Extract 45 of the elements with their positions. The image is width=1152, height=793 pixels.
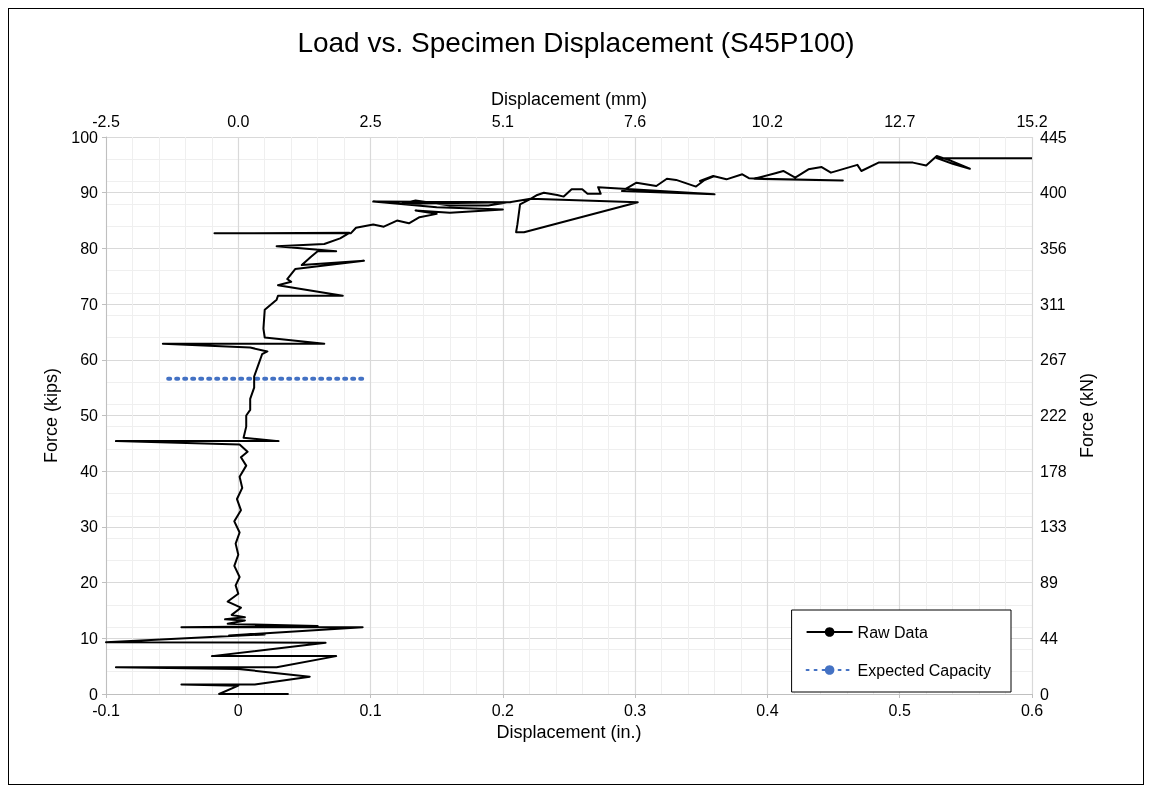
x-tick-label: 0.5 [888, 701, 911, 719]
y2-tick-label: 178 [1040, 462, 1067, 480]
x-tick-label: 0.1 [359, 701, 382, 719]
x2-tick-label: 0.0 [227, 112, 250, 130]
y-tick-label: 90 [80, 184, 99, 202]
x2-tick-label: 10.2 [751, 112, 784, 130]
y2-tick-label: 445 [1040, 128, 1067, 146]
x2-tick-label: 2.5 [359, 112, 382, 130]
y-tick-label: 60 [80, 351, 99, 369]
x-tick-label: -0.1 [92, 701, 120, 719]
x2-tick-label: -2.5 [92, 112, 120, 130]
y2-tick-label: 44 [1040, 629, 1058, 647]
x-axis-title: Displacement (in.) [496, 721, 642, 742]
y2-tick-label: 267 [1040, 351, 1067, 369]
x-tick-label: 0.6 [1020, 701, 1044, 719]
y2-tick-label: 356 [1040, 239, 1067, 257]
y-tick-label: 100 [71, 128, 99, 146]
y-tick-label: 50 [80, 407, 99, 424]
x2-tick-label: 7.6 [624, 112, 647, 130]
y2-tick-label: 400 [1040, 184, 1067, 202]
x-tick-label: 0.2 [491, 701, 515, 719]
legend-label: Raw Data [857, 623, 928, 641]
y-tick-label: 10 [80, 629, 99, 647]
y2-tick-label: 222 [1040, 407, 1067, 424]
y2-tick-label: 311 [1040, 295, 1066, 313]
y-tick-label: 0 [89, 685, 99, 703]
y-tick-label: 70 [80, 295, 99, 313]
chart-title: Load vs. Specimen Displacement (S45P100) [297, 26, 855, 58]
y2-axis-title: Force (kN) [1076, 373, 1097, 458]
x2-tick-label: 5.1 [491, 112, 515, 130]
x2-tick-label: 15.2 [1016, 112, 1048, 130]
x2-tick-label: 12.7 [884, 112, 916, 130]
y-tick-label: 20 [80, 574, 99, 592]
x-tick-label: 0.4 [756, 701, 779, 719]
legend-label: Expected Capacity [857, 661, 991, 679]
y2-tick-label: 89 [1040, 574, 1058, 592]
y-tick-label: 40 [80, 462, 99, 480]
y-tick-label: 80 [80, 239, 99, 257]
x2-axis-title: Displacement (mm) [490, 89, 648, 110]
y2-tick-label: 133 [1040, 518, 1067, 536]
y2-tick-label: 0 [1040, 685, 1049, 703]
x-tick-label: 0 [233, 701, 243, 719]
x-tick-label: 0.3 [624, 701, 647, 719]
y-tick-label: 30 [80, 518, 99, 536]
y-axis-title: Force (kips) [41, 367, 62, 464]
